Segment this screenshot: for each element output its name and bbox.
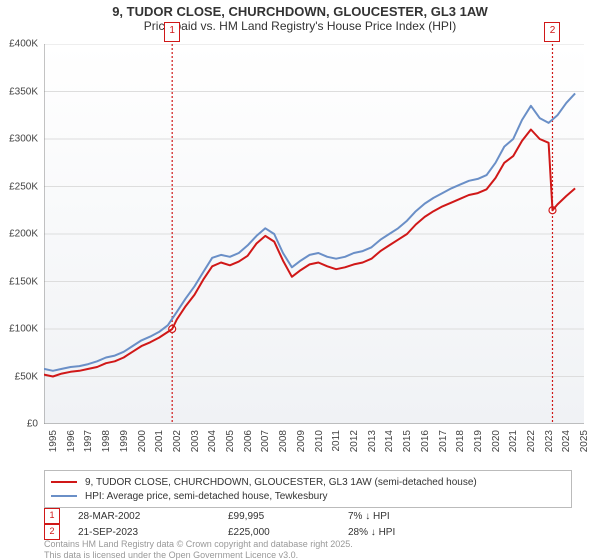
x-tick-label: 2018 (455, 430, 466, 452)
y-tick-label: £150K (9, 276, 38, 287)
y-tick-label: £0 (27, 419, 38, 430)
x-tick-label: 2025 (579, 430, 590, 452)
legend-item-price-paid: 9, TUDOR CLOSE, CHURCHDOWN, GLOUCESTER, … (51, 475, 565, 489)
legend-swatch (51, 481, 77, 483)
footnote: Contains HM Land Registry data © Crown c… (44, 539, 353, 560)
x-tick-label: 2019 (473, 430, 484, 452)
chart-title: 9, TUDOR CLOSE, CHURCHDOWN, GLOUCESTER, … (0, 4, 600, 19)
event-pct: 7% ↓ HPI (348, 511, 468, 522)
x-tick-label: 2002 (172, 430, 183, 452)
event-marker: 1 (164, 22, 180, 42)
y-tick-label: £350K (9, 86, 38, 97)
x-tick-label: 2003 (190, 430, 201, 452)
event-price: £99,995 (228, 511, 348, 522)
title-block: 9, TUDOR CLOSE, CHURCHDOWN, GLOUCESTER, … (0, 0, 600, 33)
y-tick-label: £50K (15, 371, 38, 382)
event-date: 21-SEP-2023 (78, 527, 228, 538)
x-tick-label: 2024 (561, 430, 572, 452)
x-axis: 1995 1996 1997 1998 1999 2000 2001 2002 2003 2004… (44, 426, 584, 472)
x-tick-label: 2015 (402, 430, 413, 452)
chart-svg (44, 44, 584, 424)
event-pct: 28% ↓ HPI (348, 527, 468, 538)
legend-label: HPI: Average price, semi-detached house,… (85, 491, 328, 502)
event-table: 1 28-MAR-2002 £99,995 7% ↓ HPI 2 21-SEP-… (44, 508, 572, 540)
y-tick-label: £400K (9, 39, 38, 50)
legend-label: 9, TUDOR CLOSE, CHURCHDOWN, GLOUCESTER, … (85, 477, 477, 488)
x-tick-label: 1996 (66, 430, 77, 452)
x-tick-label: 2009 (296, 430, 307, 452)
x-tick-label: 1997 (83, 430, 94, 452)
x-tick-label: 2004 (207, 430, 218, 452)
x-tick-label: 2008 (278, 430, 289, 452)
legend: 9, TUDOR CLOSE, CHURCHDOWN, GLOUCESTER, … (44, 470, 572, 508)
x-tick-label: 2012 (349, 430, 360, 452)
x-tick-label: 2001 (154, 430, 165, 452)
footnote-line: Contains HM Land Registry data © Crown c… (44, 539, 353, 549)
footnote-line: This data is licensed under the Open Gov… (44, 550, 353, 560)
x-tick-label: 1995 (48, 430, 59, 452)
y-tick-label: £300K (9, 134, 38, 145)
event-marker: 2 (544, 22, 560, 42)
event-date: 28-MAR-2002 (78, 511, 228, 522)
plot-area (44, 44, 584, 424)
x-tick-label: 2017 (438, 430, 449, 452)
y-tick-label: £200K (9, 229, 38, 240)
event-index-box: 1 (44, 508, 60, 524)
x-tick-label: 2000 (137, 430, 148, 452)
x-tick-label: 2011 (331, 430, 342, 452)
x-tick-label: 2010 (314, 430, 325, 452)
x-tick-label: 1998 (101, 430, 112, 452)
x-tick-label: 2007 (260, 430, 271, 452)
y-tick-label: £100K (9, 324, 38, 335)
x-tick-label: 2014 (384, 430, 395, 452)
y-axis: £0£50K£100K£150K£200K£250K£300K£350K£400… (0, 44, 40, 424)
event-price: £225,000 (228, 527, 348, 538)
x-tick-label: 1999 (119, 430, 130, 452)
event-row: 2 21-SEP-2023 £225,000 28% ↓ HPI (44, 524, 572, 540)
x-tick-label: 2023 (544, 430, 555, 452)
legend-item-hpi: HPI: Average price, semi-detached house,… (51, 489, 565, 503)
x-tick-label: 2013 (367, 430, 378, 452)
x-tick-label: 2021 (508, 430, 519, 452)
chart-container: 9, TUDOR CLOSE, CHURCHDOWN, GLOUCESTER, … (0, 0, 600, 560)
chart-subtitle: Price paid vs. HM Land Registry's House … (0, 19, 600, 33)
x-tick-label: 2016 (420, 430, 431, 452)
event-row: 1 28-MAR-2002 £99,995 7% ↓ HPI (44, 508, 572, 524)
x-tick-label: 2020 (491, 430, 502, 452)
x-tick-label: 2022 (526, 430, 537, 452)
y-tick-label: £250K (9, 181, 38, 192)
x-tick-label: 2005 (225, 430, 236, 452)
x-tick-label: 2006 (243, 430, 254, 452)
legend-swatch (51, 495, 77, 497)
event-index-box: 2 (44, 524, 60, 540)
